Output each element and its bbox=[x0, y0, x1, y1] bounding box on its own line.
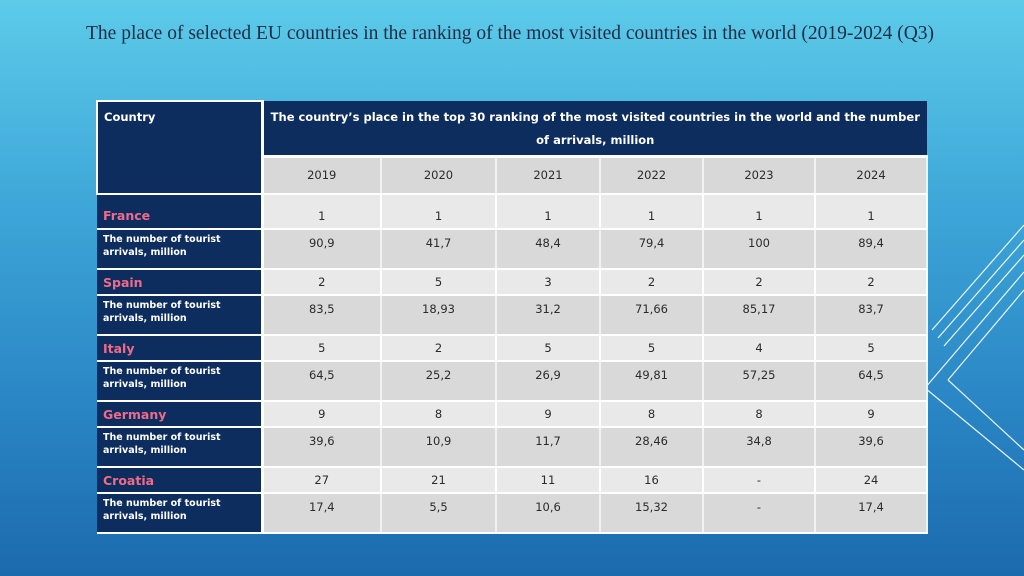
arrivals-cell: 64,5 bbox=[815, 361, 929, 402]
arrivals-row: The number of tourist arrivals, million 8… bbox=[97, 295, 929, 336]
rank-cell: 4 bbox=[703, 335, 816, 362]
arrivals-row: The number of tourist arrivals, million 3… bbox=[97, 427, 929, 468]
arrivals-label: The number of tourist arrivals, million bbox=[97, 427, 264, 468]
year-header: 2022 bbox=[600, 156, 704, 195]
rank-cell: 8 bbox=[381, 401, 497, 428]
arrivals-row: The number of tourist arrivals, million 9… bbox=[97, 229, 929, 270]
country-name: Italy bbox=[97, 335, 264, 362]
rank-row: Italy 5 2 5 5 4 5 bbox=[97, 335, 929, 362]
rank-cell: 27 bbox=[262, 467, 382, 494]
year-header: 2020 bbox=[381, 156, 497, 195]
country-name: Croatia bbox=[97, 467, 264, 494]
arrivals-cell: 41,7 bbox=[381, 229, 497, 270]
arrivals-cell: 25,2 bbox=[381, 361, 497, 402]
rank-cell: 5 bbox=[600, 335, 704, 362]
rank-cell: 2 bbox=[381, 335, 497, 362]
rank-row: Croatia 27 21 11 16-24 bbox=[97, 467, 929, 494]
rank-cell: 3 bbox=[496, 269, 601, 296]
arrivals-cell: 64,5 bbox=[262, 361, 382, 402]
rank-cell: 24 bbox=[815, 467, 929, 494]
rank-cell: 9 bbox=[815, 401, 929, 428]
arrivals-cell: 31,2 bbox=[496, 295, 601, 336]
year-header: 2019 bbox=[262, 156, 382, 195]
arrivals-cell: 17,4 bbox=[815, 493, 929, 534]
rank-cell: 5 bbox=[381, 269, 497, 296]
spacer-row bbox=[97, 194, 929, 203]
data-table: Country The country’s place in the top 3… bbox=[96, 100, 929, 534]
arrivals-cell: 39,6 bbox=[262, 427, 382, 468]
arrivals-cell: 49,81 bbox=[600, 361, 704, 402]
rank-cell: 5 bbox=[496, 335, 601, 362]
arrivals-cell: 85,17 bbox=[703, 295, 816, 336]
arrivals-cell: 11,7 bbox=[496, 427, 601, 468]
arrivals-cell: 5,5 bbox=[381, 493, 497, 534]
country-name: Germany bbox=[97, 401, 264, 428]
rank-cell: 8 bbox=[703, 401, 816, 428]
arrivals-row: The number of tourist arrivals, million 6… bbox=[97, 361, 929, 402]
rank-cell: 16 bbox=[600, 467, 704, 494]
header-ranking: The country’s place in the top 30 rankin… bbox=[262, 101, 928, 158]
arrivals-cell: 18,93 bbox=[381, 295, 497, 336]
rank-cell: 5 bbox=[262, 335, 382, 362]
rank-cell: 11 bbox=[496, 467, 601, 494]
arrivals-cell: 39,6 bbox=[815, 427, 929, 468]
rank-row: Germany 9 8 9 8 8 9 bbox=[97, 401, 929, 428]
rank-row: Spain 2 5 3 2 2 2 bbox=[97, 269, 929, 296]
arrivals-label: The number of tourist arrivals, million bbox=[97, 361, 264, 402]
arrivals-cell: 71,66 bbox=[600, 295, 704, 336]
rank-cell: 9 bbox=[496, 401, 601, 428]
arrivals-cell: 10,6 bbox=[496, 493, 601, 534]
rank-cell: 2 bbox=[600, 269, 704, 296]
arrivals-cell: 10,9 bbox=[381, 427, 497, 468]
arrivals-label: The number of tourist arrivals, million bbox=[97, 493, 264, 534]
arrivals-label: The number of tourist arrivals, million bbox=[97, 229, 264, 270]
rank-cell: 5 bbox=[815, 335, 929, 362]
rank-row: France 1 1 1 1 1 1 bbox=[97, 203, 929, 230]
rank-cell: 21 bbox=[381, 467, 497, 494]
arrivals-cell: 28,46 bbox=[600, 427, 704, 468]
rank-cell: 1 bbox=[496, 203, 601, 230]
year-header: 2023 bbox=[703, 156, 816, 195]
arrivals-cell: 57,25 bbox=[703, 361, 816, 402]
rank-cell: 1 bbox=[262, 203, 382, 230]
rank-cell: 2 bbox=[262, 269, 382, 296]
rank-cell: 2 bbox=[815, 269, 929, 296]
rank-cell: 1 bbox=[600, 203, 704, 230]
arrivals-cell: 15,32 bbox=[600, 493, 704, 534]
arrivals-cell: - bbox=[703, 493, 816, 534]
arrivals-cell: 79,4 bbox=[600, 229, 704, 270]
arrivals-cell: 83,5 bbox=[262, 295, 382, 336]
arrivals-cell: 100 bbox=[703, 229, 816, 270]
rank-cell: 1 bbox=[703, 203, 816, 230]
rank-cell: 8 bbox=[600, 401, 704, 428]
country-name: France bbox=[97, 203, 264, 230]
arrivals-cell: 90,9 bbox=[262, 229, 382, 270]
country-name: Spain bbox=[97, 269, 264, 296]
rank-cell: - bbox=[703, 467, 816, 494]
header-country: Country bbox=[96, 100, 264, 195]
rank-cell: 1 bbox=[815, 203, 929, 230]
arrivals-cell: 34,8 bbox=[703, 427, 816, 468]
slide-title: The place of selected EU countries in th… bbox=[86, 23, 935, 44]
arrivals-cell: 89,4 bbox=[815, 229, 929, 270]
rank-cell: 1 bbox=[381, 203, 497, 230]
arrivals-cell: 48,4 bbox=[496, 229, 601, 270]
rank-cell: 2 bbox=[703, 269, 816, 296]
rank-cell: 9 bbox=[262, 401, 382, 428]
arrivals-cell: 17,4 bbox=[262, 493, 382, 534]
arrivals-cell: 83,7 bbox=[815, 295, 929, 336]
arrivals-label: The number of tourist arrivals, million bbox=[97, 295, 264, 336]
arrivals-row: The number of tourist arrivals, million 1… bbox=[97, 493, 929, 534]
arrivals-cell: 26,9 bbox=[496, 361, 601, 402]
year-header: 2021 bbox=[496, 156, 601, 195]
year-header: 2024 bbox=[815, 156, 929, 195]
